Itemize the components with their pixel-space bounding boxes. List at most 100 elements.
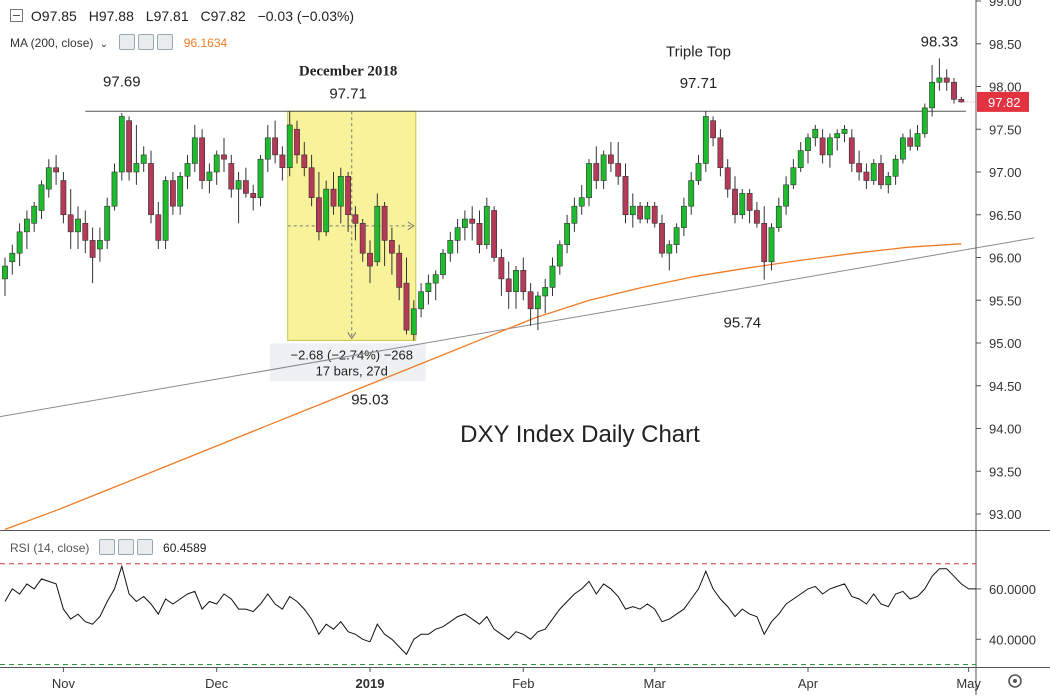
candle — [31, 201, 38, 232]
candle-body — [856, 163, 862, 173]
candle-body — [768, 227, 775, 263]
candle-body — [9, 252, 16, 263]
candle — [571, 197, 578, 232]
x-tick-label: 2019 — [356, 676, 385, 691]
candle-body — [440, 252, 446, 275]
candle — [272, 120, 278, 164]
candle-body — [505, 278, 512, 292]
chart-annotation: 97.71 — [680, 75, 718, 92]
candle-body — [863, 171, 870, 181]
candle-body — [958, 99, 965, 103]
y-tick-label: 93.00 — [989, 507, 1022, 522]
candle-body — [221, 154, 227, 160]
candle-body — [695, 163, 702, 181]
candle — [257, 154, 264, 207]
candle-body — [97, 240, 103, 250]
candle — [315, 172, 322, 241]
eye-icon[interactable] — [98, 539, 115, 555]
candle-body — [388, 240, 395, 254]
candle — [724, 159, 731, 198]
candle-body — [133, 163, 140, 173]
x-tick-label: Apr — [798, 676, 819, 691]
candle-body — [732, 188, 738, 216]
gear-icon[interactable] — [138, 34, 155, 50]
candle-body — [491, 210, 497, 258]
candle-body — [359, 223, 366, 254]
candle — [491, 206, 497, 262]
y-tick-label: 98.50 — [989, 37, 1022, 52]
candle — [250, 184, 257, 211]
close-icon[interactable] — [157, 34, 174, 50]
candle — [374, 193, 381, 267]
candle-body — [367, 252, 373, 267]
candle-body — [294, 128, 300, 156]
measure-label-line1: −2.68 (−2.74%) −268 — [290, 347, 413, 362]
collapse-icon[interactable] — [10, 9, 23, 22]
close-value: 97.82 — [210, 8, 246, 24]
candle — [702, 111, 709, 172]
candle-body — [418, 291, 424, 310]
candle — [637, 201, 643, 224]
candle-body — [615, 163, 622, 177]
close-icon[interactable] — [136, 539, 153, 555]
settings-gear-icon[interactable] — [1008, 674, 1022, 688]
candle-body — [542, 287, 549, 297]
y-tick-label: 96.00 — [989, 251, 1022, 266]
candle — [534, 291, 541, 331]
rsi-y-tick-label: 40.0000 — [989, 632, 1036, 647]
gear-icon[interactable] — [117, 539, 134, 555]
high-label: H — [88, 8, 99, 24]
candle — [629, 193, 636, 228]
y-tick-label: 98.00 — [989, 80, 1022, 95]
chevron-down-icon[interactable]: ⌄ — [99, 39, 109, 50]
candle — [243, 167, 249, 198]
candle-body — [206, 171, 213, 181]
candle-body — [659, 223, 665, 254]
candle-body — [483, 205, 490, 245]
candle-body — [629, 205, 636, 216]
candle — [586, 159, 592, 207]
x-tick-label: May — [956, 676, 981, 691]
candle — [805, 133, 811, 164]
candle-body — [410, 308, 417, 335]
candle-body — [301, 154, 308, 169]
candle-body — [111, 171, 118, 207]
candle-body — [228, 163, 235, 190]
candle — [213, 150, 220, 185]
candle — [308, 154, 315, 207]
candle-body — [447, 240, 454, 254]
candle-body — [323, 188, 330, 233]
candle — [607, 142, 614, 172]
candle — [695, 154, 702, 185]
rsi-label: RSI (14, close) — [10, 541, 90, 555]
candle — [783, 176, 789, 215]
candle-body — [170, 180, 176, 207]
candle-body — [330, 188, 337, 207]
y-tick-label: 99.00 — [989, 0, 1022, 9]
candle — [89, 227, 96, 284]
candle — [768, 223, 775, 271]
measure-arrow-down — [347, 332, 357, 340]
candle — [301, 142, 308, 177]
candle — [381, 201, 388, 267]
candle — [498, 248, 505, 296]
candle-body — [586, 163, 592, 198]
candle — [578, 184, 585, 215]
candle — [170, 172, 176, 215]
candle-body — [637, 205, 643, 220]
candle-body — [104, 205, 111, 241]
eye-icon[interactable] — [119, 34, 136, 50]
ma-200-line — [4, 243, 962, 531]
candle — [388, 227, 395, 275]
candle-body — [834, 133, 841, 139]
candle-body — [279, 154, 286, 169]
ma-label: MA (200, close) — [10, 36, 94, 50]
candle-body — [651, 205, 658, 224]
candle — [746, 189, 753, 224]
candle-body — [724, 167, 731, 190]
candle — [221, 137, 227, 172]
rsi-value: 60.4589 — [163, 541, 207, 555]
candle-body — [688, 180, 695, 207]
candle-body — [673, 227, 680, 245]
